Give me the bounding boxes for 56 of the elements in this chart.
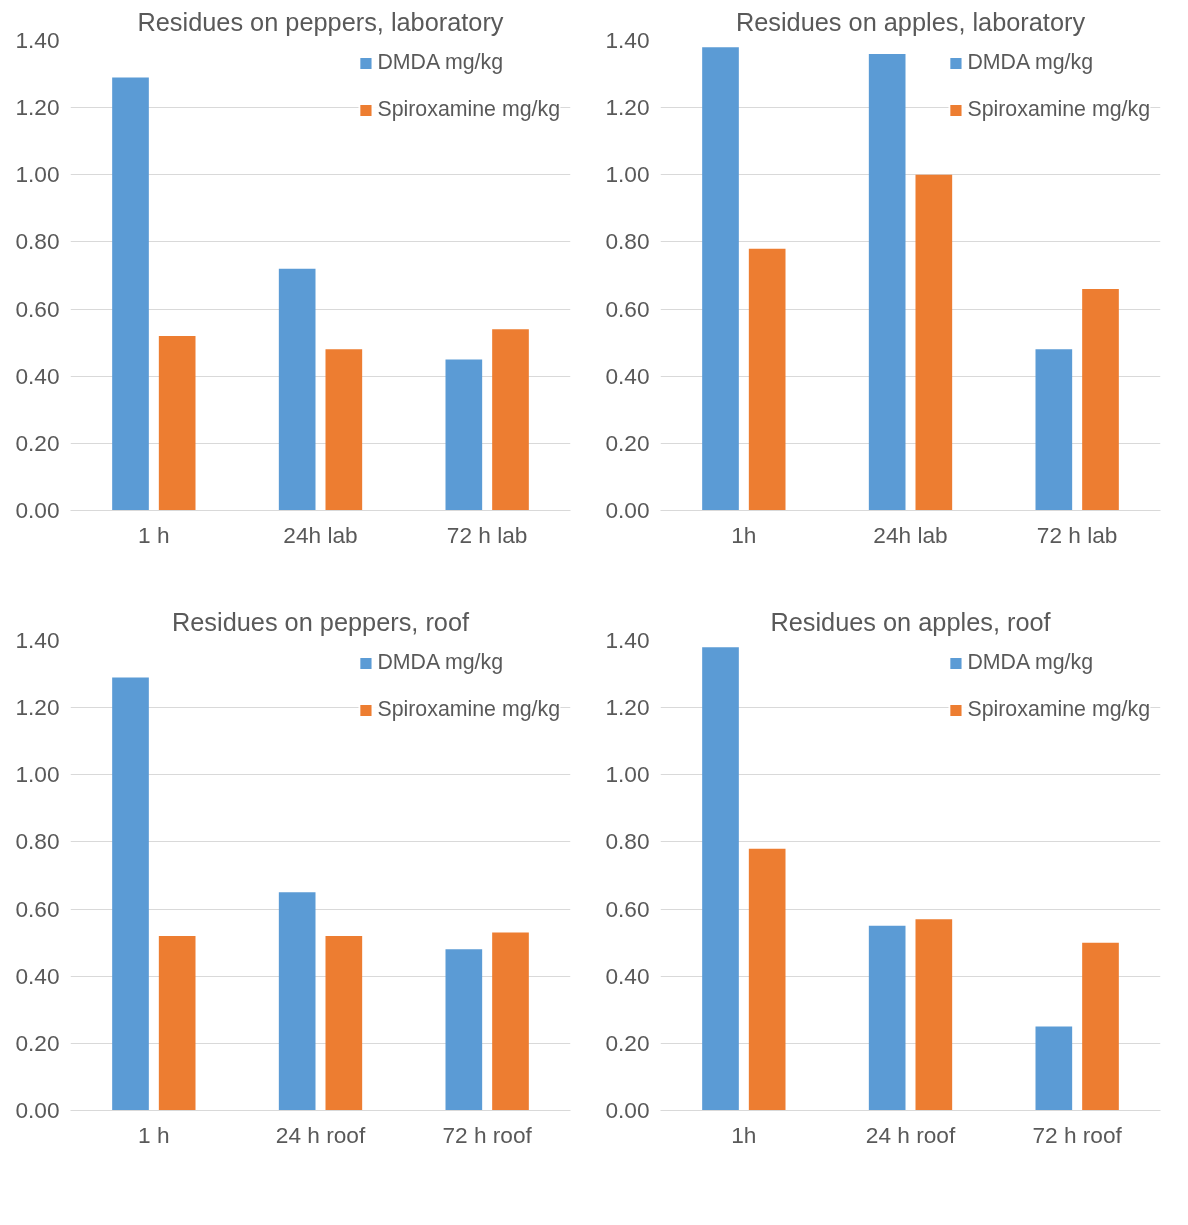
y-tick-label: 0.00 [605,1097,650,1123]
chart-title: Residues on apples, roof [770,607,1052,636]
y-tick-label: 0.20 [15,1029,60,1056]
y-tick-label: 0.00 [15,497,60,523]
x-tick-label: 72 h lab [1036,521,1118,548]
y-tick-label: 1.00 [15,161,60,188]
y-tick-label: 0.00 [605,497,650,523]
x-tick-label: 1 h [138,521,170,548]
y-tick-label: 1.20 [15,94,60,121]
x-tick-label: 24 h roof [275,1121,366,1148]
y-tick-label: 0.20 [15,429,60,456]
y-tick-label: 0.60 [15,895,60,922]
x-tick-label: 24 h roof [865,1121,956,1148]
legend-label: DMDA mg/kg [967,50,1094,75]
y-tick-label: 0.40 [15,362,60,389]
x-tick-label: 1h [731,1121,757,1148]
y-tick-label: 0.80 [605,828,650,855]
y-tick-label: 1.00 [605,161,650,188]
y-tick-label: 1.40 [15,627,60,653]
y-tick-label: 1.20 [605,694,650,721]
y-tick-label: 0.60 [605,895,650,922]
y-tick-label: 0.00 [15,1097,60,1123]
x-tick-label: 72 h roof [442,1121,533,1148]
chart-title: Residues on apples, laboratory [735,7,1086,36]
legend-label: Spiroxamine mg/kg [377,697,560,722]
y-tick-label: 0.80 [605,228,650,255]
y-tick-label: 1.00 [15,761,60,788]
chart-title: Residues on peppers, roof [171,607,471,636]
y-tick-label: 1.20 [15,694,60,721]
y-tick-label: 0.40 [605,962,650,989]
legend-label: DMDA mg/kg [377,650,504,675]
y-tick-label: 0.20 [605,1029,650,1056]
x-tick-label: 1 h [138,1121,170,1148]
x-tick-label: 24h lab [873,521,948,548]
legend-label: Spiroxamine mg/kg [377,97,560,122]
x-tick-label: 1h [731,521,757,548]
legend-label: Spiroxamine mg/kg [967,697,1150,722]
chart-title: Residues on peppers, laboratory [137,7,504,36]
y-tick-label: 1.20 [605,94,650,121]
x-tick-label: 24h lab [283,521,358,548]
y-tick-label: 0.40 [605,362,650,389]
y-tick-label: 1.00 [605,761,650,788]
y-tick-label: 0.80 [15,828,60,855]
legend-label: DMDA mg/kg [967,650,1094,675]
y-tick-label: 1.40 [15,27,60,53]
y-tick-label: 0.60 [605,295,650,322]
y-tick-label: 0.60 [15,295,60,322]
y-tick-label: 1.40 [605,627,650,653]
y-tick-label: 0.80 [15,228,60,255]
y-tick-label: 1.40 [605,27,650,53]
y-tick-label: 0.20 [605,429,650,456]
x-tick-label: 72 h roof [1032,1121,1123,1148]
y-tick-label: 0.40 [15,962,60,989]
legend-label: DMDA mg/kg [377,50,504,75]
x-tick-label: 72 h lab [446,521,528,548]
legend-label: Spiroxamine mg/kg [967,97,1150,122]
